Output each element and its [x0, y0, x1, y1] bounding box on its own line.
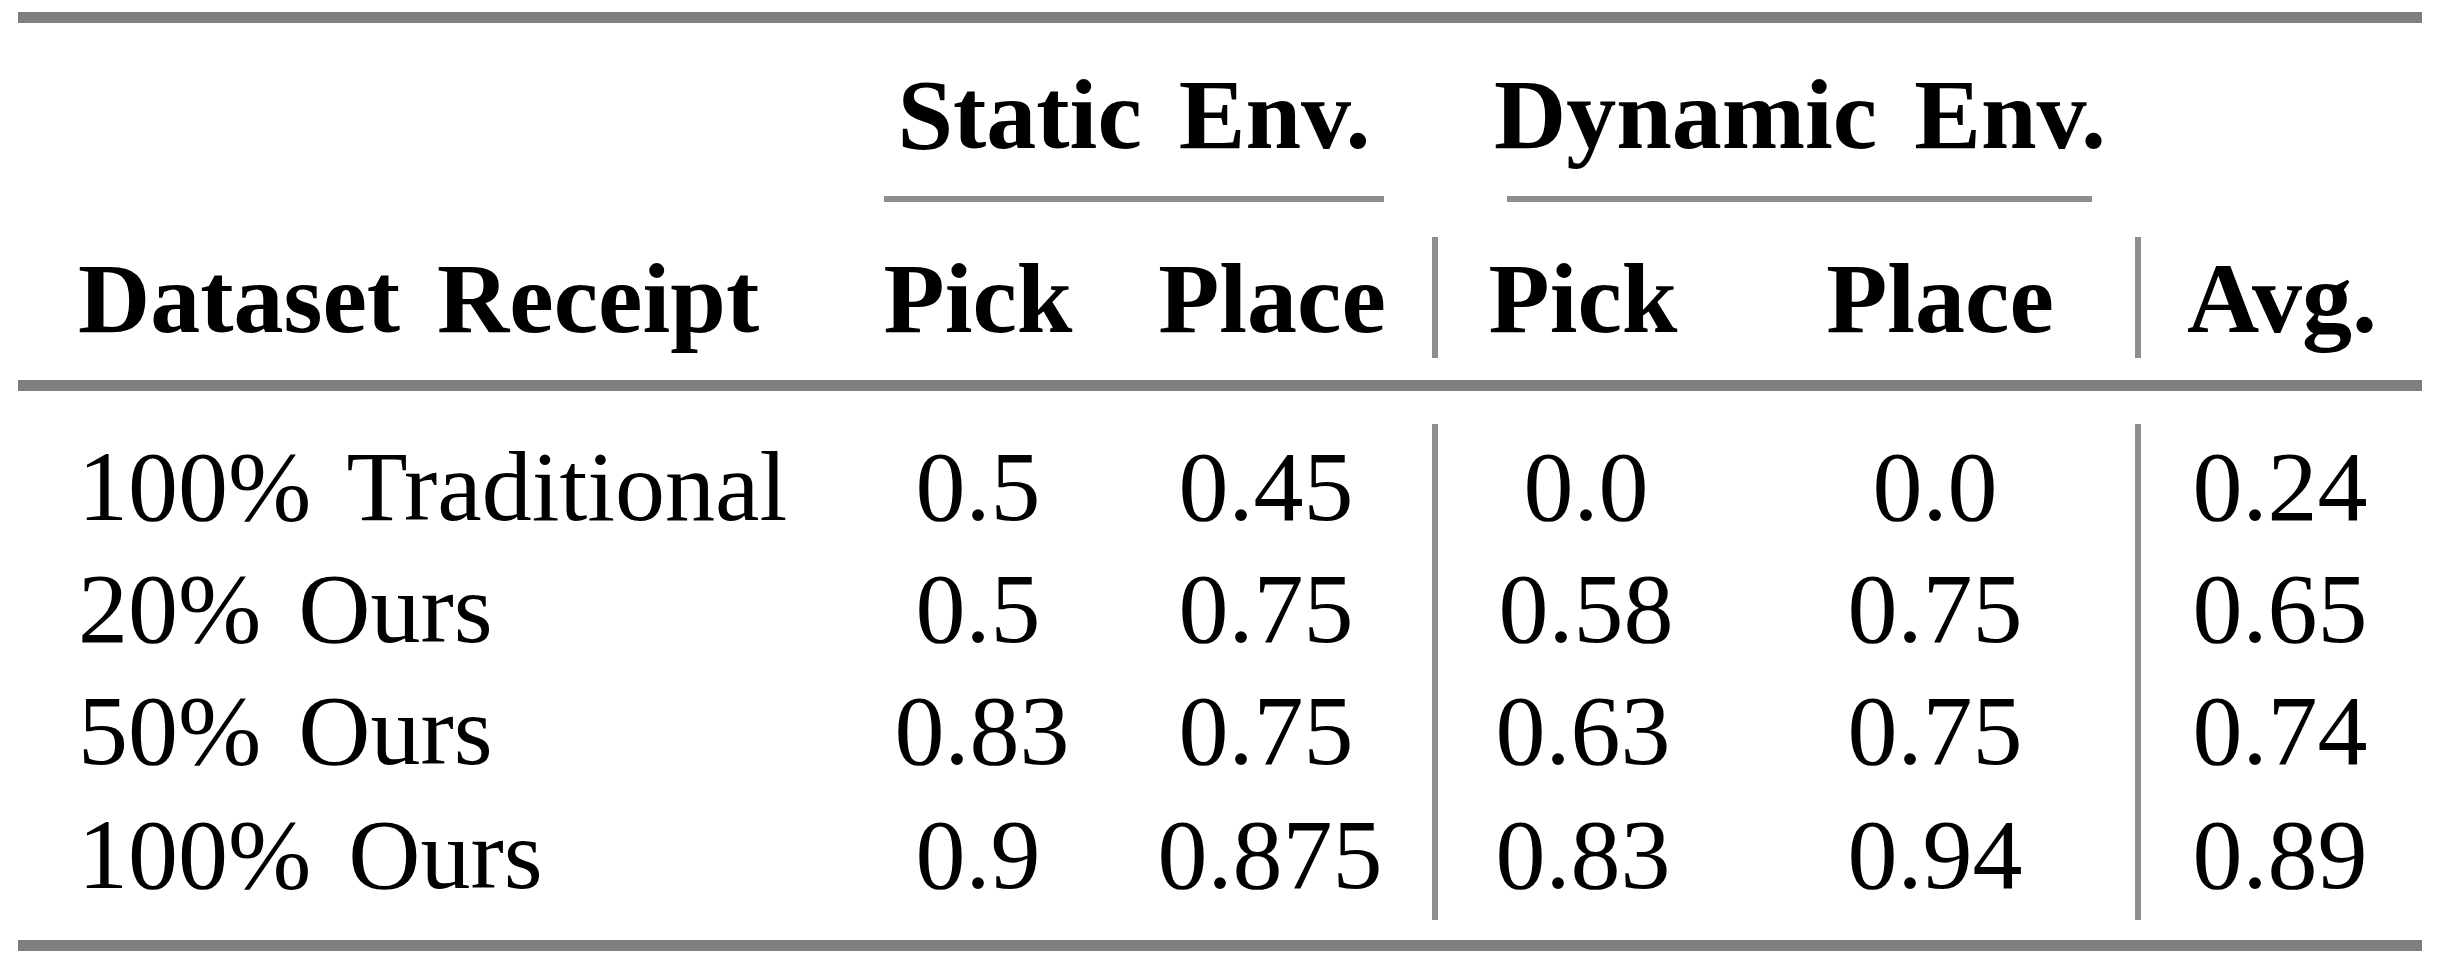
value-static-pick: 0.83 [895, 681, 1070, 781]
value-static-place: 0.875 [1158, 805, 1383, 905]
value-static-place: 0.75 [1179, 559, 1354, 659]
colgroup-dynamic-env: Dynamic Env. [1494, 65, 2106, 165]
value-dynamic-place: 0.75 [1848, 559, 2023, 659]
column-header-dataset-receipt: Dataset Receipt [78, 249, 759, 349]
row-label: 100% Traditional [78, 437, 787, 537]
top-rule [18, 12, 2422, 23]
row-label: 20% Ours [78, 559, 493, 659]
value-static-pick: 0.9 [916, 805, 1041, 905]
colgroup-static-env: Static Env. [897, 65, 1370, 165]
column-header-dynamic-place: Place [1826, 249, 2054, 349]
value-avg: 0.89 [2193, 805, 2368, 905]
value-avg: 0.74 [2193, 681, 2368, 781]
value-static-place: 0.45 [1179, 437, 1354, 537]
value-avg: 0.24 [2193, 437, 2368, 537]
value-dynamic-place: 0.0 [1873, 437, 1998, 537]
row-label: 50% Ours [78, 681, 493, 781]
dynamic-env-cmidrule [1507, 196, 2092, 202]
column-header-static-place: Place [1158, 249, 1386, 349]
column-header-static-pick: Pick [884, 249, 1073, 349]
vertical-rule-static-dynamic-body [1432, 424, 1438, 920]
value-dynamic-pick: 0.0 [1524, 437, 1649, 537]
column-header-avg: Avg. [2187, 249, 2377, 349]
value-avg: 0.65 [2193, 559, 2368, 659]
value-dynamic-place: 0.75 [1848, 681, 2023, 781]
row-label: 100% Ours [78, 805, 543, 905]
header-mid-rule [18, 380, 2422, 391]
vertical-rule-dynamic-avg-header [2135, 237, 2141, 358]
column-header-dynamic-pick: Pick [1489, 249, 1678, 349]
value-static-place: 0.75 [1179, 681, 1354, 781]
results-table: Static Env. Dynamic Env. Dataset Receipt… [0, 0, 2440, 966]
value-static-pick: 0.5 [916, 437, 1041, 537]
value-dynamic-place: 0.94 [1848, 805, 2023, 905]
vertical-rule-static-dynamic-header [1432, 237, 1438, 358]
value-dynamic-pick: 0.63 [1496, 681, 1671, 781]
vertical-rule-dynamic-avg-body [2135, 424, 2141, 920]
static-env-cmidrule [884, 196, 1384, 202]
value-static-pick: 0.5 [916, 559, 1041, 659]
value-dynamic-pick: 0.58 [1499, 559, 1674, 659]
value-dynamic-pick: 0.83 [1496, 805, 1671, 905]
bottom-rule [18, 940, 2422, 951]
